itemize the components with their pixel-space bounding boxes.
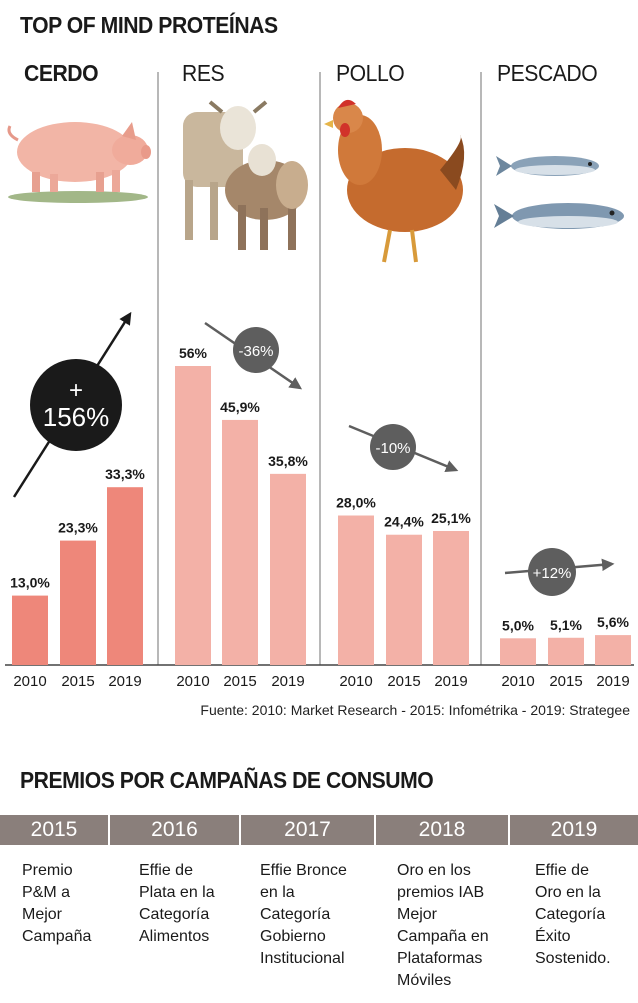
awards-title: PREMIOS POR CAMPAÑAS DE CONSUMO (20, 767, 434, 793)
data-label: 13,0% (10, 575, 50, 591)
category-label-res: RES (182, 60, 225, 86)
x-tick-label: 2010 (176, 673, 209, 690)
award-line: Premio (22, 862, 73, 879)
bar-res-2010 (175, 366, 211, 665)
award-line: en la (260, 884, 295, 901)
bar-pollo-2015 (386, 534, 422, 665)
cows-icon (183, 100, 308, 250)
award-year-2016: 2016 (110, 815, 241, 845)
data-label: 5,6% (597, 614, 629, 630)
change-text-res: -36% (238, 343, 273, 360)
category-label-pescado: PESCADO (497, 60, 598, 86)
change-text-pescado: +12% (533, 565, 572, 582)
x-tick-label: 2010 (501, 673, 534, 690)
award-year-2017: 2017 (241, 815, 376, 845)
award-year-2015: 2015 (0, 815, 110, 845)
data-label: 45,9% (220, 399, 260, 415)
bar-cerdo-2010 (12, 595, 48, 665)
award-line: Campaña en (397, 928, 489, 945)
change-badge-pollo (370, 424, 416, 470)
award-line: Plata en la (139, 884, 215, 901)
category-label-cerdo: CERDO (24, 60, 99, 86)
award-line: Móviles (397, 972, 452, 989)
x-tick-label: 2019 (596, 673, 629, 690)
x-tick-label: 2015 (61, 673, 94, 690)
bar-pollo-2019 (433, 530, 469, 665)
x-tick-label: 2019 (271, 673, 304, 690)
award-line: premios IAB (397, 884, 485, 901)
award-year-2019: 2019 (550, 818, 598, 841)
award-text-2018: Oro en los premios IAB Mejor Campaña en … (397, 860, 489, 992)
bar-chart: 13,0% 2010 23,3% 2015 33,3% 2019 56% 2010 45,9% 2… (5, 72, 634, 690)
data-label: 5,0% (502, 617, 534, 633)
award-line: Institucional (260, 950, 345, 967)
award-line: Campaña (22, 928, 92, 945)
bar-pollo-2010 (338, 515, 374, 665)
bar-res-2019 (270, 473, 306, 665)
data-label: 33,3% (105, 466, 145, 482)
source-note: Fuente: 2010: Market Research - 2015: In… (200, 702, 630, 718)
award-line: Mejor (397, 906, 438, 923)
award-line: Categoría (535, 906, 606, 923)
award-line: Oro en la (535, 884, 601, 901)
data-label: 24,4% (384, 514, 424, 530)
change-badge-res (233, 327, 279, 373)
award-line: P&M a (22, 884, 71, 901)
change-badge-cerdo (30, 359, 122, 451)
data-label: 5,1% (550, 617, 582, 633)
award-text-2016: Effie de Plata en la Categoría Alimentos (139, 860, 215, 948)
x-tick-label: 2015 (387, 673, 420, 690)
chart-title: TOP OF MIND PROTEÍNAS (20, 12, 278, 38)
chicken-icon (324, 99, 465, 263)
data-label: 35,8% (268, 453, 308, 469)
award-line: Effie de (535, 862, 589, 879)
bar-res-2015 (222, 419, 258, 665)
x-tick-label: 2019 (434, 673, 467, 690)
change-text-cerdo: + (69, 377, 83, 404)
x-tick-label: 2015 (549, 673, 582, 690)
change-text-cerdo: 156% (43, 402, 110, 432)
award-line: Categoría (139, 906, 210, 923)
pig-icon (7, 122, 151, 203)
award-line: Éxito (535, 928, 571, 945)
awards-year-bar: 2015 2016 2017 2018 2019 (0, 815, 638, 845)
award-text-2019: Effie de Oro en la Categoría Éxito Soste… (535, 860, 611, 970)
award-text-2017: Effie Bronce en la Categoría Gobierno In… (260, 860, 347, 970)
award-year-2018: 2018 (376, 815, 510, 845)
award-line: Alimentos (139, 928, 210, 945)
change-text-pollo: -10% (375, 440, 410, 457)
award-text-2015: Premio P&M a Mejor Campaña (22, 860, 91, 948)
bar-cerdo-2019 (107, 487, 143, 665)
award-line: Effie Bronce (260, 862, 347, 879)
award-line: Effie de (139, 862, 193, 879)
x-tick-label: 2015 (223, 673, 256, 690)
bar-pescado-2019 (595, 635, 631, 665)
change-badge-pescado (528, 548, 576, 596)
bar-pescado-2015 (548, 637, 584, 665)
data-label: 28,0% (336, 495, 376, 511)
award-line: Sostenido. (535, 950, 611, 967)
x-tick-label: 2010 (13, 673, 46, 690)
fish-icon (494, 156, 624, 229)
data-label: 23,3% (58, 520, 98, 536)
category-label-pollo: POLLO (336, 60, 405, 86)
data-label: 56% (179, 345, 208, 361)
bar-cerdo-2015 (60, 540, 96, 665)
bar-pescado-2010 (500, 638, 536, 665)
x-tick-label: 2010 (339, 673, 372, 690)
x-tick-label: 2019 (108, 673, 141, 690)
award-line: Mejor (22, 906, 63, 923)
award-line: Categoría (260, 906, 331, 923)
award-line: Gobierno (260, 928, 326, 945)
award-line: Plataformas (397, 950, 483, 967)
data-label: 25,1% (431, 510, 471, 526)
award-line: Oro en los (397, 862, 471, 879)
